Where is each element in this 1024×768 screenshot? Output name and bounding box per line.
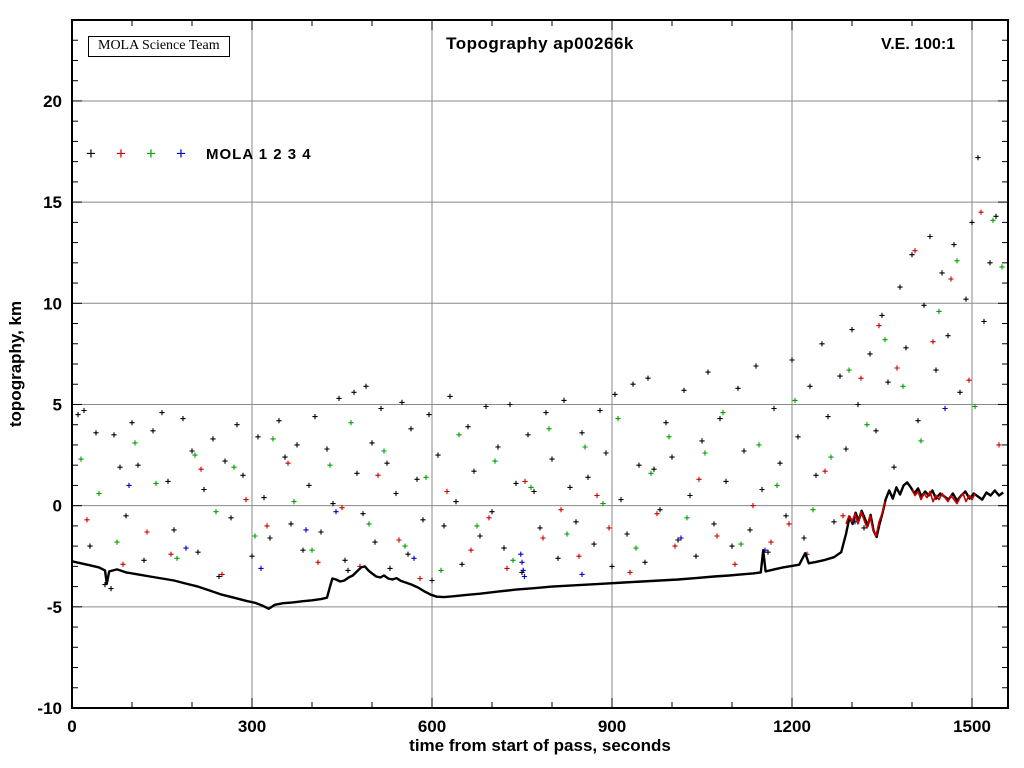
y-tick-label: -10 bbox=[37, 699, 62, 718]
x-tick-label: 1200 bbox=[773, 717, 811, 736]
mola-science-team-box: MOLA Science Team bbox=[88, 36, 230, 57]
series-mola-2-scatter bbox=[84, 209, 1002, 582]
legend-marker-3: + bbox=[146, 144, 157, 163]
series-mola-1-scatter bbox=[75, 155, 999, 592]
legend: + + + + MOLA 1 2 3 4 bbox=[86, 144, 312, 164]
y-tick-label: 10 bbox=[43, 294, 62, 313]
legend-marker-4: + bbox=[176, 144, 187, 163]
vertical-exaggeration-label: V.E. 100:1 bbox=[881, 36, 956, 53]
legend-marker-1: + bbox=[86, 144, 97, 163]
x-axis-label: time from start of pass, seconds bbox=[409, 736, 671, 755]
x-tick-label: 0 bbox=[67, 717, 76, 736]
x-tick-label: 600 bbox=[418, 717, 446, 736]
series-mola-4-scatter bbox=[126, 405, 948, 580]
y-tick-label: 0 bbox=[53, 497, 62, 516]
y-tick-label: 5 bbox=[53, 395, 62, 414]
series-ground-track-red-2 bbox=[911, 489, 976, 505]
credit-text: MOLA Science Team bbox=[98, 38, 220, 53]
y-tick-label: 15 bbox=[43, 193, 62, 212]
series-ground-track bbox=[71, 481, 1004, 610]
x-tick-label: 300 bbox=[238, 717, 266, 736]
y-tick-label: 20 bbox=[43, 92, 62, 111]
x-tick-label: 900 bbox=[598, 717, 626, 736]
y-axis-label: topography, km bbox=[6, 300, 25, 428]
x-tick-label: 1500 bbox=[953, 717, 991, 736]
legend-label: MOLA 1 2 3 4 bbox=[206, 146, 312, 163]
series-ground-track-red-1 bbox=[845, 501, 886, 537]
series-mola-3-scatter bbox=[78, 217, 1005, 573]
y-tick-label: -5 bbox=[47, 598, 62, 617]
chart-title: Topography ap00266k bbox=[446, 34, 634, 53]
legend-marker-2: + bbox=[116, 144, 127, 163]
plot-frame bbox=[71, 19, 1009, 709]
